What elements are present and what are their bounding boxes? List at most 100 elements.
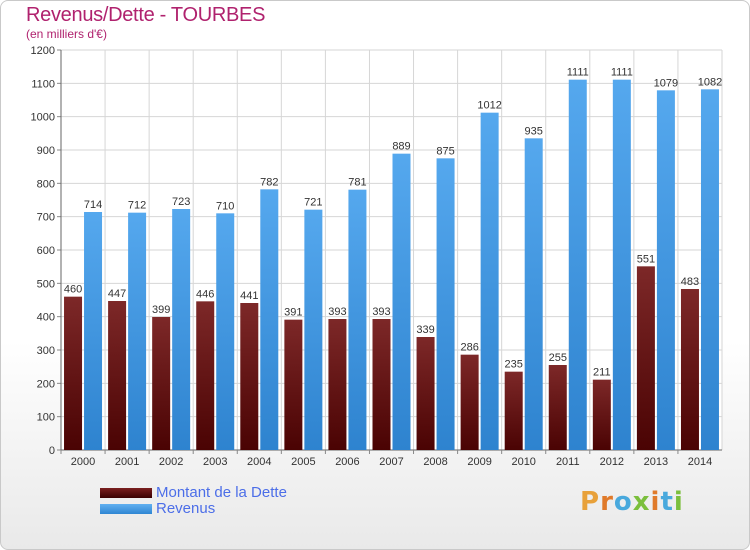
chart-title: Revenus/Dette - TOURBES [26, 4, 266, 26]
bar-dette [196, 301, 215, 450]
x-tick-label: 2004 [247, 456, 271, 468]
legend-swatch-dette [100, 488, 152, 498]
bar-revenus [524, 138, 543, 451]
bar-dette [108, 301, 127, 450]
proxiti-logo: Proxiti [580, 487, 684, 517]
data-label-dette: 286 [460, 342, 478, 354]
data-label-dette: 393 [372, 306, 390, 318]
bar-revenus [612, 79, 631, 451]
data-label-revenus: 781 [348, 177, 366, 189]
data-label-revenus: 723 [172, 196, 190, 208]
bar-revenus [480, 112, 499, 451]
x-tick-label: 2005 [291, 456, 315, 468]
data-label-dette: 399 [152, 304, 170, 316]
bar-revenus [84, 212, 103, 450]
data-label-dette: 339 [416, 324, 434, 336]
x-tick-label: 2012 [600, 456, 624, 468]
y-tick-label: 900 [37, 145, 55, 157]
data-label-revenus: 710 [216, 200, 234, 212]
x-tick-label: 2001 [115, 456, 139, 468]
data-label-revenus: 889 [392, 141, 410, 153]
x-tick-label: 2000 [71, 456, 95, 468]
y-tick-label: 600 [37, 245, 55, 257]
logo-letter: P [580, 487, 601, 517]
logo-letter: i [650, 487, 661, 517]
legend-label-dette: Montant de la Dette [156, 484, 287, 501]
y-tick-label: 400 [37, 312, 55, 324]
data-label-dette: 235 [505, 359, 523, 371]
logo-letter: t [660, 487, 674, 517]
legend-swatch-revenus [100, 504, 152, 514]
bar-revenus [216, 213, 235, 450]
bar-revenus [700, 89, 719, 450]
data-label-dette: 551 [637, 253, 655, 265]
bar-revenus [392, 153, 411, 450]
x-tick-label: 2006 [335, 456, 359, 468]
bar-dette [284, 319, 303, 450]
data-label-revenus: 1111 [611, 67, 633, 79]
x-tick-label: 2014 [688, 456, 712, 468]
legend-label-revenus: Revenus [156, 500, 216, 517]
bar-revenus [656, 90, 675, 450]
data-label-dette: 447 [108, 288, 126, 300]
y-tick-label: 800 [37, 178, 55, 190]
bar-dette [240, 303, 259, 450]
x-tick-label: 2003 [203, 456, 227, 468]
data-label-dette: 391 [284, 307, 302, 319]
y-tick-label: 1100 [31, 78, 55, 90]
y-tick-label: 700 [37, 212, 55, 224]
bar-dette [416, 337, 435, 450]
bar-dette [372, 319, 391, 450]
data-label-revenus: 935 [525, 125, 543, 137]
logo-letter: x [632, 487, 651, 517]
bar-revenus [304, 209, 323, 450]
data-label-dette: 441 [240, 290, 258, 302]
x-tick-label: 2013 [644, 456, 668, 468]
bar-revenus [172, 209, 191, 450]
bar-dette [636, 266, 655, 450]
bar-dette [548, 365, 567, 450]
logo-letter: i [673, 487, 684, 517]
y-tick-label: 1000 [31, 112, 55, 124]
data-label-revenus: 1079 [654, 77, 678, 89]
data-label-revenus: 1082 [698, 76, 722, 88]
data-label-dette: 483 [681, 276, 699, 288]
y-tick-label: 300 [37, 345, 55, 357]
data-label-revenus: 714 [84, 199, 102, 211]
data-label-revenus: 875 [436, 145, 454, 157]
bar-dette [64, 296, 83, 450]
x-tick-label: 2010 [511, 456, 535, 468]
bar-dette [504, 371, 523, 450]
x-tick-label: 2002 [159, 456, 183, 468]
bar-dette [680, 289, 699, 450]
data-label-revenus: 782 [260, 176, 278, 188]
chart-subtitle: (en milliers d'€) [26, 27, 107, 41]
x-tick-label: 2011 [556, 456, 580, 468]
y-tick-label: 0 [49, 445, 55, 457]
logo-letter: o [613, 487, 633, 517]
data-label-dette: 446 [196, 288, 214, 300]
bar-revenus [128, 212, 147, 450]
x-tick-label: 2008 [423, 456, 447, 468]
bar-dette [328, 319, 347, 450]
bar-revenus [348, 189, 367, 450]
bar-revenus [436, 158, 455, 451]
data-label-revenus: 1012 [477, 100, 501, 112]
bar-revenus [568, 79, 587, 451]
y-tick-label: 1200 [31, 45, 55, 57]
data-label-dette: 393 [328, 306, 346, 318]
data-label-dette: 211 [593, 367, 611, 379]
y-tick-label: 500 [37, 278, 55, 290]
data-label-revenus: 712 [128, 200, 146, 212]
data-label-revenus: 1111 [567, 67, 589, 79]
bar-revenus [260, 189, 279, 451]
x-tick-label: 2009 [467, 456, 491, 468]
logo-letter: r [600, 487, 614, 517]
bar-dette [592, 379, 611, 450]
bar-dette [460, 354, 479, 450]
x-tick-label: 2007 [379, 456, 403, 468]
data-label-dette: 255 [549, 352, 567, 364]
data-label-dette: 460 [64, 284, 82, 296]
y-tick-label: 100 [37, 412, 55, 424]
